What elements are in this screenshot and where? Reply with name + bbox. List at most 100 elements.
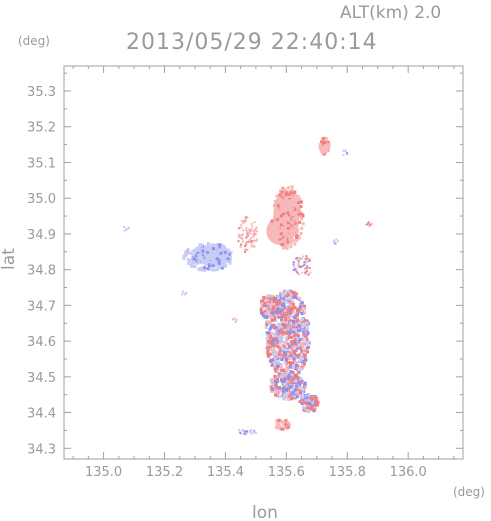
echo-pixel <box>288 423 291 427</box>
echo-pixel <box>280 375 284 379</box>
echo-pixel <box>313 405 317 409</box>
echo-pixel <box>197 261 201 265</box>
echo-pixel <box>261 299 265 303</box>
echo-pixel <box>291 346 295 349</box>
echo-pixel <box>281 227 285 231</box>
echo-pixel <box>198 248 202 252</box>
echo-pixel <box>282 386 286 390</box>
echo-pixel <box>292 315 296 319</box>
echo-pixel <box>280 377 284 381</box>
echo-pixel <box>224 264 228 268</box>
echo-pixel <box>182 254 186 258</box>
echo-pixel <box>277 361 280 365</box>
echo-pixel <box>271 308 275 312</box>
echo-pixel <box>211 260 214 264</box>
echo-pixel <box>266 353 270 357</box>
echo-pixel <box>292 337 296 341</box>
echo-pixel <box>300 341 304 345</box>
echo-pixel <box>272 299 276 303</box>
echo-pixel <box>304 334 308 338</box>
echo-pixel <box>277 423 281 427</box>
echo-pixel <box>318 145 322 149</box>
echo-pixel <box>206 257 210 261</box>
x-tick-label: 135.2 <box>146 465 183 480</box>
echo-pixel <box>272 343 276 347</box>
echo-pixel <box>267 354 271 358</box>
echo-pixel <box>289 241 292 245</box>
echo-pixel <box>254 239 257 242</box>
echo-pixel <box>280 196 284 200</box>
echo-pixel <box>284 299 288 303</box>
echo-pixel <box>305 258 307 261</box>
echo-pixel <box>304 273 307 276</box>
echo-speck <box>334 242 337 245</box>
echo-pixel <box>207 242 210 246</box>
echo-pixel <box>289 207 293 211</box>
plot-area: 135.0 135.2 135.4 135.6 135.8 136.0 34.3 34.4 34… <box>27 65 464 480</box>
echo-pixel <box>284 290 288 294</box>
echo-pixel <box>289 321 293 325</box>
echo-pixel <box>269 334 272 338</box>
echo-pixel <box>273 325 276 329</box>
echo-pixel <box>217 259 221 263</box>
echo-pixel <box>288 238 292 241</box>
echo-pixel <box>280 419 284 423</box>
echo-pixel <box>242 233 244 236</box>
echo-pixel <box>298 347 302 351</box>
echo-pixel <box>295 363 298 367</box>
echo-pixel <box>279 389 282 393</box>
echo-pixel <box>289 352 293 356</box>
echo-pixel <box>274 326 278 330</box>
echo-pixel <box>287 310 291 314</box>
echo-pixel <box>228 255 232 259</box>
echo-pixel <box>300 265 303 268</box>
echo-pixel <box>285 297 288 301</box>
echo-pixel <box>265 337 269 340</box>
echo-pixel <box>277 235 281 239</box>
echo-pixel <box>237 240 240 243</box>
echo-speck <box>337 240 339 243</box>
echo-pixel <box>302 355 305 358</box>
echo-pixel <box>190 265 194 268</box>
echo-pixel <box>306 326 310 330</box>
echo-pixel <box>292 263 295 266</box>
echo-pixel <box>253 221 256 224</box>
echo-pixel <box>285 294 289 298</box>
echo-pixel <box>212 250 216 254</box>
echo-pixel <box>283 309 287 313</box>
echo-pixel <box>252 230 255 233</box>
echo-pixel <box>297 342 301 346</box>
echo-pixel <box>282 220 286 223</box>
echo-pixel <box>271 382 275 386</box>
echo-pixel <box>187 251 191 255</box>
echo-pixel <box>282 393 286 397</box>
echo-pixel <box>279 337 283 341</box>
echo-pixel <box>286 243 289 247</box>
echo-pixel <box>297 310 301 314</box>
echo-pixel <box>250 245 253 248</box>
x-tick-label: 135.4 <box>207 465 244 480</box>
echo-pixel <box>272 333 276 337</box>
echo-pixel <box>326 142 330 146</box>
echo-pixel <box>244 245 246 248</box>
echo-pixel <box>206 267 210 271</box>
echo-pixel <box>217 255 221 259</box>
echo-pixel <box>285 204 289 208</box>
echo-pixel <box>240 243 243 246</box>
echo-pixel <box>208 247 212 250</box>
echo-pixel <box>269 379 273 383</box>
echo-pixel <box>285 228 289 232</box>
echo-pixel <box>290 392 294 396</box>
echo-pixel <box>278 357 282 361</box>
echo-pixel <box>293 352 296 356</box>
echo-pixel <box>246 430 249 433</box>
echo-pixel <box>221 252 225 256</box>
echo-pixel <box>295 270 298 273</box>
echo-pixel <box>200 268 204 272</box>
echo-pixel <box>204 254 208 258</box>
echo-pixel <box>297 370 301 374</box>
echo-pixel <box>294 292 298 296</box>
echo-pixel <box>300 351 304 355</box>
echo-pixel <box>241 238 244 241</box>
echo-pixel <box>250 228 253 231</box>
